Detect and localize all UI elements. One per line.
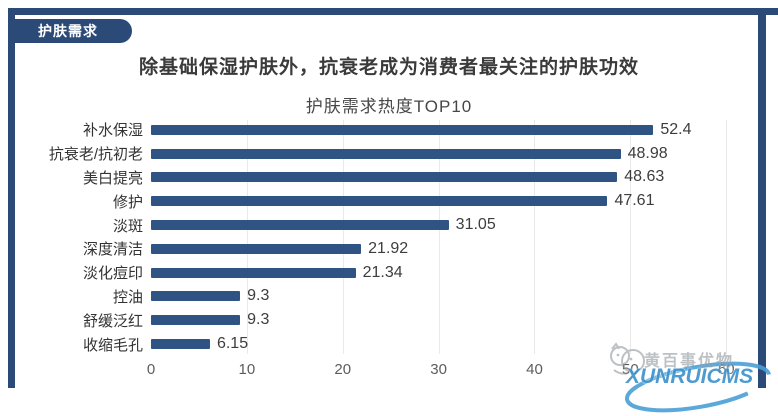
category-label: 美白提亮 bbox=[82, 169, 143, 187]
value-label: 47.61 bbox=[614, 192, 655, 210]
category-label: 修护 bbox=[112, 193, 143, 211]
bar-row: 修护 47.61 bbox=[11, 189, 759, 213]
x-tick-label: 0 bbox=[146, 360, 156, 378]
bar-row: 淡斑 31.05 bbox=[11, 213, 759, 237]
value-label: 21.34 bbox=[362, 263, 403, 281]
value-label: 48.98 bbox=[627, 144, 668, 162]
bar bbox=[151, 196, 608, 207]
bar-track: 9.3 bbox=[151, 285, 755, 309]
bar bbox=[151, 339, 210, 350]
chart-title: 护肤需求热度TOP10 bbox=[305, 97, 473, 116]
value-label: 6.15 bbox=[216, 335, 249, 353]
value-label: 31.05 bbox=[455, 216, 496, 234]
category-label: 补水保湿 bbox=[82, 122, 143, 140]
x-tick-label: 20 bbox=[334, 360, 352, 378]
bar bbox=[151, 243, 362, 254]
category-label: 淡斑 bbox=[112, 217, 143, 235]
bar-track: 6.15 bbox=[151, 332, 755, 356]
bar-row: 收缩毛孔 6.15 bbox=[11, 332, 759, 356]
bar-track: 52.4 bbox=[151, 118, 755, 142]
plot-area: 补水保湿 52.4 抗衰老/抗初老 48.98 美白提亮 48.63 修护 47.61 淡斑 31… bbox=[11, 118, 759, 356]
bar bbox=[151, 220, 449, 231]
x-tick-label: 50 bbox=[622, 360, 639, 378]
bar-row: 淡化痘印 21.34 bbox=[11, 261, 759, 285]
x-tick-label: 40 bbox=[526, 360, 543, 378]
bar-track: 21.92 bbox=[151, 237, 755, 261]
bar-track: 47.61 bbox=[151, 189, 755, 213]
category-label: 舒缓泛红 bbox=[82, 312, 143, 330]
bar bbox=[151, 291, 241, 302]
frame-left-border bbox=[8, 8, 15, 388]
value-label: 52.4 bbox=[660, 120, 692, 138]
value-label: 21.92 bbox=[368, 239, 409, 257]
section-badge: 护肤需求 bbox=[8, 19, 132, 43]
bar-track: 48.63 bbox=[151, 166, 755, 190]
bar bbox=[151, 172, 618, 183]
frame-top-border bbox=[8, 8, 778, 15]
bar-row: 舒缓泛红 9.3 bbox=[11, 308, 759, 332]
frame-right-border bbox=[758, 8, 766, 388]
bar bbox=[151, 267, 356, 278]
value-label: 48.63 bbox=[624, 168, 665, 186]
category-label: 控油 bbox=[112, 288, 143, 306]
x-tick-label: 60 bbox=[717, 360, 735, 378]
main-title: 除基础保湿护肤外，抗衰老成为消费者最关注的护肤功效 bbox=[138, 57, 639, 78]
bar-track: 21.34 bbox=[151, 261, 755, 285]
bar-row: 深度清洁 21.92 bbox=[11, 237, 759, 261]
bar-row: 美白提亮 48.63 bbox=[11, 166, 759, 190]
bar bbox=[151, 315, 241, 326]
value-label: 9.3 bbox=[247, 311, 270, 329]
bar bbox=[151, 148, 621, 159]
bar-row: 控油 9.3 bbox=[11, 285, 759, 309]
value-label: 9.3 bbox=[247, 287, 270, 305]
x-tick-label: 10 bbox=[238, 360, 256, 378]
bar bbox=[151, 124, 654, 135]
bar-track: 9.3 bbox=[151, 308, 755, 332]
category-label: 淡化痘印 bbox=[82, 265, 143, 283]
bar-chart: 补水保湿 52.4 抗衰老/抗初老 48.98 美白提亮 48.63 修护 47.61 淡斑 31… bbox=[11, 118, 759, 385]
bar-track: 48.98 bbox=[151, 142, 755, 166]
category-label: 收缩毛孔 bbox=[82, 336, 143, 354]
section-badge-label: 护肤需求 bbox=[38, 23, 98, 39]
bar-track: 31.05 bbox=[151, 213, 755, 237]
category-label: 抗衰老/抗初老 bbox=[48, 146, 143, 164]
x-axis: 0 10 20 30 40 50 60 bbox=[147, 360, 759, 385]
x-tick-label: 30 bbox=[430, 360, 447, 378]
bar-row: 补水保湿 52.4 bbox=[11, 118, 759, 142]
bar-row: 抗衰老/抗初老 48.98 bbox=[11, 142, 759, 166]
category-label: 深度清洁 bbox=[82, 241, 143, 259]
